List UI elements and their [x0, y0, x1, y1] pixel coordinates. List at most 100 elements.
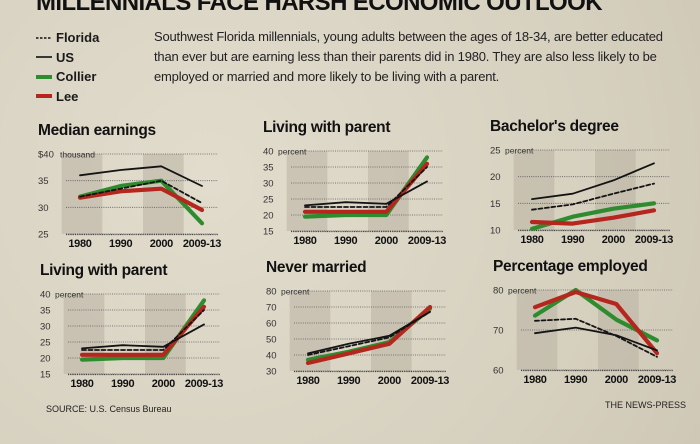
y-tick-label: 25	[263, 195, 274, 206]
series-line-us	[304, 180, 428, 207]
legend-item-collier: Collier	[36, 67, 146, 87]
legend-label: US	[56, 49, 75, 65]
y-tick-label: 30	[263, 179, 274, 190]
x-tick-label: 2000	[375, 235, 398, 247]
chart-living-with-parent-bottom: 15 20 25 30 35 40 percent 1980 1990 2000 2009-13 L…	[40, 262, 240, 402]
unit-label: percent	[55, 290, 84, 300]
legend-item-lee: Lee	[36, 87, 146, 107]
chart-plot: 15 20 25 30 35 40 percent 1980 1990 2000 2009-13	[40, 290, 224, 391]
y-tick-label: 25	[490, 146, 501, 157]
y-tick-label: 15	[263, 227, 274, 238]
unit-label: percent	[278, 147, 307, 157]
series-line-florida	[534, 317, 658, 358]
y-tick-label: $40	[38, 150, 54, 161]
x-tick-label: 2009-13	[408, 235, 446, 247]
shaded-band	[143, 154, 184, 234]
x-tick-label: 1980	[520, 234, 543, 246]
unit-label: percent	[281, 287, 310, 297]
x-tick-label: 1980	[296, 375, 319, 387]
x-tick-label: 2000	[150, 238, 173, 250]
x-tick-label: 2000	[602, 234, 625, 246]
y-tick-label: 60	[493, 366, 504, 377]
credit-note: THE NEWS-PRESS	[604, 400, 686, 410]
series-line-florida	[304, 166, 428, 208]
y-tick-label: 50	[266, 335, 277, 346]
y-tick-label: 25	[38, 230, 49, 241]
series-line-florida	[79, 179, 203, 204]
chart-title: Bachelor's degree	[490, 118, 619, 135]
y-tick-label: 20	[263, 211, 274, 222]
y-tick-label: 80	[266, 287, 277, 298]
y-tick-label: 40	[263, 147, 274, 158]
x-tick-label: 2000	[378, 375, 401, 387]
x-tick-label: 1990	[334, 235, 357, 247]
source-note: SOURCE: U.S. Census Bureau	[46, 404, 172, 414]
x-tick-label: 1980	[523, 374, 546, 386]
x-tick-label: 2000	[605, 374, 628, 386]
x-tick-label: 1980	[293, 235, 316, 247]
y-tick-label: 35	[40, 306, 51, 317]
unit-label: thousand	[60, 150, 95, 160]
x-tick-label: 1990	[111, 378, 134, 390]
series-line-us	[81, 323, 205, 350]
chart-title: Living with parent	[40, 262, 168, 279]
y-tick-label: 70	[493, 326, 504, 337]
x-tick-label: 2009-13	[411, 375, 449, 387]
x-tick-label: 1990	[109, 238, 132, 250]
y-tick-label: 80	[493, 286, 504, 297]
legend-item-us: US	[36, 48, 146, 68]
legend-swatch-florida	[36, 36, 52, 39]
x-tick-label: 1990	[564, 374, 587, 386]
series-line-us	[531, 162, 655, 200]
series-line-lee	[302, 161, 430, 214]
shaded-band	[513, 150, 555, 230]
x-tick-label: 1980	[68, 238, 91, 250]
chart-title: Median earnings	[38, 122, 156, 139]
y-tick-label: 30	[40, 322, 51, 333]
x-tick-label: 2009-13	[183, 238, 221, 250]
chart-plot: 15 20 25 30 35 40 percent 1980 1990 2000 2009-13	[263, 147, 447, 248]
y-tick-label: 30	[38, 203, 49, 214]
y-tick-label: 70	[266, 303, 277, 314]
series-line-us	[534, 326, 658, 352]
y-tick-label: 40	[266, 351, 277, 362]
x-tick-label: 2000	[152, 378, 175, 390]
chart-plot: 60 70 80 percent 1980 1990 2000 2009-13	[493, 286, 677, 387]
x-tick-label: 1980	[70, 378, 93, 390]
y-tick-label: 10	[490, 226, 501, 237]
chart-median-earnings: 25 30 35 $40 thousand 1980 1990 2000 2009-13 Med…	[38, 122, 238, 262]
y-tick-label: 35	[38, 176, 49, 187]
series-line-florida	[81, 309, 205, 351]
legend-label: Collier	[56, 69, 97, 85]
chart-bachelors-degree: 10 15 20 25 percent 1980 1990 2000 2009-13 Bache…	[490, 118, 690, 258]
legend-swatch-us	[36, 56, 52, 59]
x-tick-label: 2009-13	[638, 374, 676, 386]
legend-swatch-lee	[36, 94, 52, 99]
chart-title: Percentage employed	[493, 258, 648, 275]
series-line-lee	[529, 208, 657, 226]
y-tick-label: 35	[263, 163, 274, 174]
series-line-florida	[531, 182, 655, 211]
chart-percentage-employed: 60 70 80 percent 1980 1990 2000 2009-13 Percent…	[493, 258, 693, 398]
legend-item-florida: Florida	[36, 28, 146, 48]
legend: Florida US Collier Lee	[36, 28, 146, 106]
y-tick-label: 20	[490, 172, 501, 183]
unit-label: percent	[505, 146, 534, 156]
chart-title: Never married	[266, 259, 367, 276]
shaded-band	[63, 294, 105, 374]
shaded-band	[286, 151, 328, 231]
y-tick-label: 60	[266, 319, 277, 330]
series-line-lee	[77, 186, 205, 213]
series-line-lee	[532, 289, 660, 356]
y-tick-label: 15	[490, 199, 501, 210]
chart-plot: 10 15 20 25 percent 1980 1990 2000 2009-13	[490, 146, 674, 247]
x-tick-label: 2009-13	[185, 378, 223, 390]
legend-label: Lee	[56, 88, 79, 104]
chart-plot: 25 30 35 $40 thousand 1980 1990 2000 2009-13	[38, 150, 222, 251]
series-line-collier	[77, 178, 205, 226]
y-tick-label: 15	[40, 370, 51, 381]
chart-never-married: 30 40 50 60 70 80 percent 1980 1990 2000 2009-13 N…	[266, 259, 466, 399]
page-title: MILLENNIALS FACE HARSH ECONOMIC OUTLOOK	[36, 0, 603, 16]
x-tick-label: 1990	[561, 234, 584, 246]
chart-title: Living with parent	[263, 119, 391, 136]
